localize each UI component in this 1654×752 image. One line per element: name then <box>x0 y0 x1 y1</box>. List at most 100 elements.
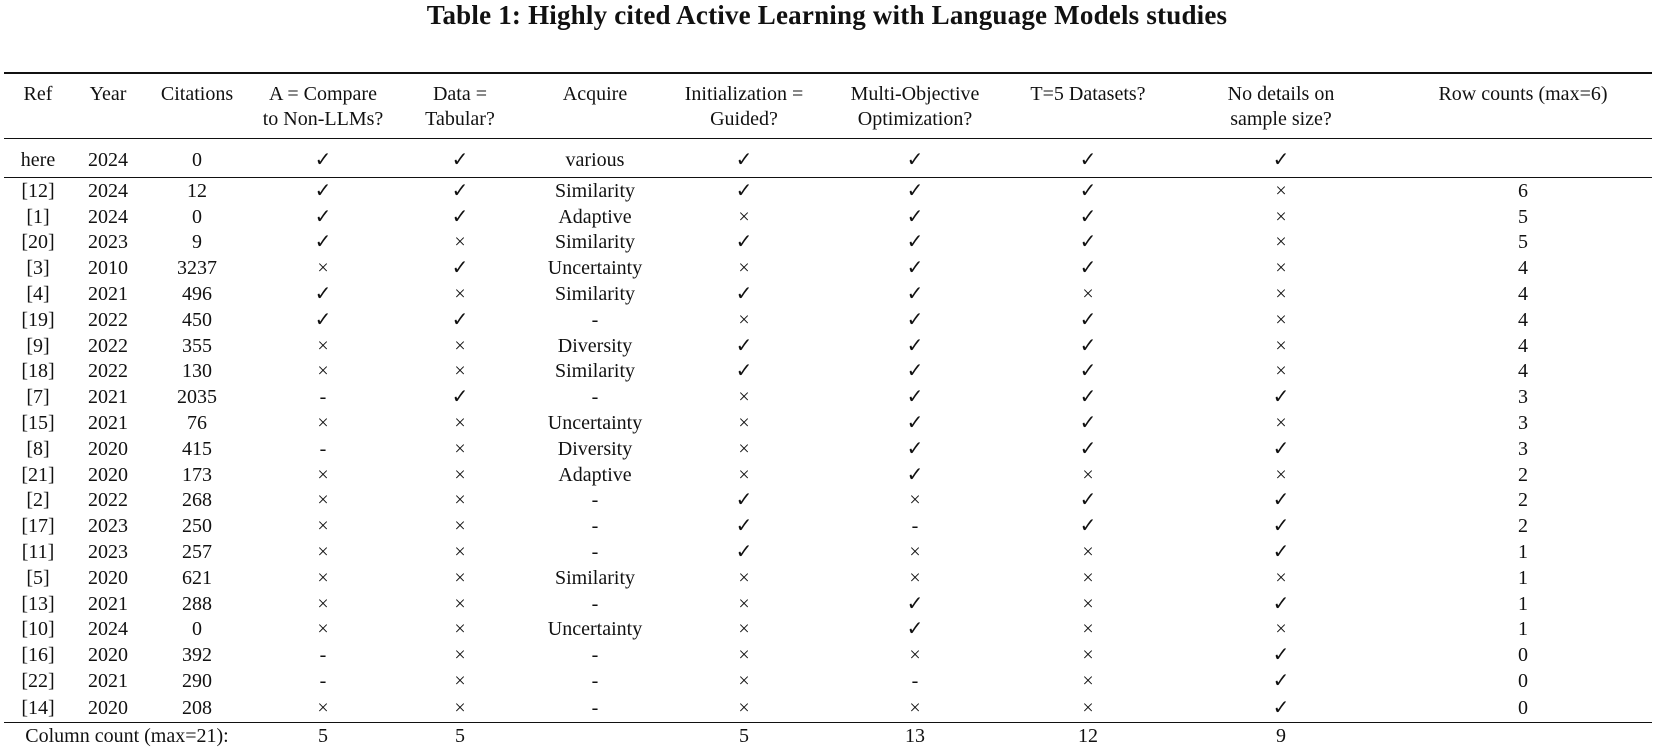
cell-t5-datasets: ✓ <box>1079 412 1097 435</box>
cell-no-sample-size: ✓ <box>1272 386 1290 409</box>
cell-ref: [7] <box>26 386 50 409</box>
cell-no-sample-size: × <box>1275 231 1287 254</box>
cell-ref: [9] <box>26 334 50 357</box>
cell-acquire: - <box>591 515 599 538</box>
cell-year: 2024 <box>88 149 128 171</box>
cell-acquire: various <box>565 149 625 171</box>
cell-acquire: - <box>591 644 599 667</box>
cell-no-sample-size: × <box>1275 205 1287 228</box>
cell-no-sample-size: × <box>1275 360 1287 383</box>
cell-initialization-guided: × <box>738 412 750 435</box>
cell-year: 2022 <box>88 360 128 383</box>
cell-multi-objective: ✓ <box>906 360 924 383</box>
cell-row-counts: 2 <box>1518 515 1528 538</box>
cell-no-sample-size: ✓ <box>1272 149 1290 171</box>
cell-compare-non-llms: ✓ <box>314 179 332 202</box>
cell-row-counts: 0 <box>1518 670 1528 693</box>
cell-multi-objective: ✓ <box>906 592 924 615</box>
cell-multi-objective: ✓ <box>906 618 924 641</box>
table-row: [11] 2023 257 × × - ✓ × × ✓ 1 <box>4 539 1652 565</box>
cell-data-tabular: × <box>454 644 466 667</box>
cell-initialization-guided: ✓ <box>735 489 753 512</box>
cell-row-counts: 3 <box>1518 386 1528 409</box>
cell-compare-non-llms: - <box>319 386 327 409</box>
header-compare-non-llms: A = Compare to Non-LLMs? <box>250 73 396 139</box>
cell-data-tabular: × <box>454 283 466 306</box>
table-row: [20] 2023 9 ✓ × Similarity ✓ ✓ ✓ × 5 <box>4 230 1652 256</box>
header-initialization-guided-line: Guided? <box>710 108 778 130</box>
cell-year: 2022 <box>88 334 128 357</box>
cell-acquire: Similarity <box>555 360 635 383</box>
cell-year: 2010 <box>88 257 128 280</box>
cell-row-counts: 0 <box>1518 644 1528 667</box>
cell-no-sample-size: × <box>1275 463 1287 486</box>
cell-data-tabular: × <box>454 231 466 254</box>
cell-ref: [5] <box>26 566 50 589</box>
table-row: [16] 2020 392 - × - × × × ✓ 0 <box>4 642 1652 668</box>
header-multi-objective-line: Multi-Objective <box>850 83 980 105</box>
cell-citations: 268 <box>182 489 212 512</box>
cell-t5-datasets: × <box>1082 670 1094 693</box>
header-citations: Citations <box>144 73 250 139</box>
cell-compare-non-llms: × <box>317 592 329 615</box>
header-row-counts: Row counts (max=6) <box>1394 73 1652 139</box>
cell-citations: 173 <box>182 463 212 486</box>
cell-acquire: - <box>591 489 599 512</box>
cell-citations: 2035 <box>177 386 217 409</box>
cell-year: 2021 <box>88 386 128 409</box>
cell-year: 2022 <box>88 489 128 512</box>
cell-year: 2020 <box>88 566 128 589</box>
table-row: [17] 2023 250 × × - ✓ - ✓ ✓ 2 <box>4 513 1652 539</box>
cell-t5-datasets: ✓ <box>1079 205 1097 228</box>
header-no-sample-size-line: No details on <box>1227 83 1335 105</box>
header-t5-datasets: T=5 Datasets? <box>1008 73 1168 139</box>
cell-compare-non-llms: - <box>319 670 327 693</box>
column-count-initialization-guided: 5 <box>739 724 749 747</box>
cell-acquire: Adaptive <box>558 463 632 486</box>
header-multi-objective: Multi-Objective Optimization? <box>822 73 1008 139</box>
cell-initialization-guided: ✓ <box>735 283 753 306</box>
cell-t5-datasets: × <box>1082 283 1094 306</box>
cell-acquire: Uncertainty <box>547 618 643 641</box>
cell-year: 2021 <box>88 283 128 306</box>
cell-citations: 0 <box>192 205 202 228</box>
cell-citations: 355 <box>182 334 212 357</box>
cell-ref: [13] <box>21 592 55 615</box>
header-acquire-line: Acquire <box>562 83 628 105</box>
cell-year: 2020 <box>88 696 128 719</box>
cell-citations: 621 <box>182 566 212 589</box>
cell-no-sample-size: ✓ <box>1272 437 1290 460</box>
header-year-line: Year <box>89 83 127 105</box>
cell-t5-datasets: × <box>1082 618 1094 641</box>
header-initialization-guided-line: Initialization = <box>684 83 804 105</box>
cell-ref: [11] <box>21 541 55 564</box>
cell-t5-datasets: ✓ <box>1079 489 1097 512</box>
cell-acquire: - <box>591 541 599 564</box>
cell-initialization-guided: ✓ <box>735 515 753 538</box>
table-header: Ref Year Citations A = Compare to Non-LLMs? D… <box>4 73 1652 139</box>
cell-citations: 208 <box>182 696 212 719</box>
cell-compare-non-llms: × <box>317 412 329 435</box>
cell-acquire: Similarity <box>555 283 635 306</box>
header-multi-objective-line: Optimization? <box>857 108 973 130</box>
cell-year: 2024 <box>88 618 128 641</box>
cell-ref: [2] <box>26 489 50 512</box>
cell-t5-datasets: ✓ <box>1079 308 1097 331</box>
table-row: [13] 2021 288 × × - × ✓ × ✓ 1 <box>4 591 1652 617</box>
cell-t5-datasets: × <box>1082 696 1094 719</box>
cell-row-counts: 3 <box>1518 412 1528 435</box>
cell-year: 2024 <box>88 179 128 202</box>
cell-row-counts: 6 <box>1518 179 1528 202</box>
table-row: [7] 2021 2035 - ✓ - × ✓ ✓ ✓ 3 <box>4 384 1652 410</box>
column-count-row-counts <box>1394 722 1652 748</box>
cell-year: 2021 <box>88 670 128 693</box>
cell-multi-objective: ✓ <box>906 308 924 331</box>
table-row: [22] 2021 290 - × - × - × ✓ 0 <box>4 668 1652 694</box>
cell-initialization-guided: ✓ <box>735 231 753 254</box>
cell-multi-objective: ✓ <box>906 149 924 171</box>
cell-row-counts: 1 <box>1518 541 1528 564</box>
cell-acquire: Similarity <box>555 566 635 589</box>
cell-row-counts: 2 <box>1518 463 1528 486</box>
cell-multi-objective: ✓ <box>906 386 924 409</box>
